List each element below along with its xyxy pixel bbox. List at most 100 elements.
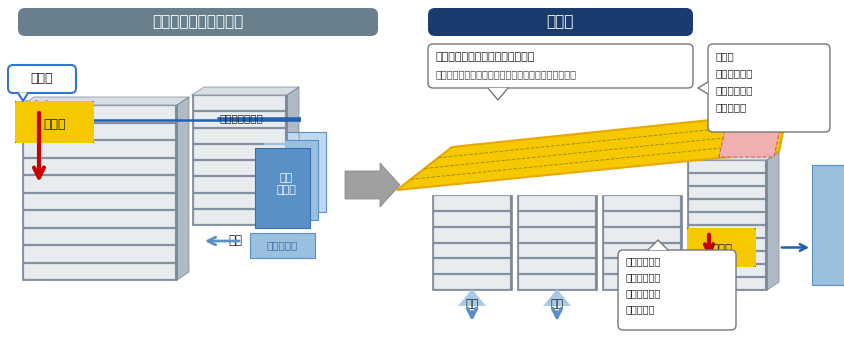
FancyBboxPatch shape (8, 65, 76, 93)
Text: 冷水または冷媒: 冷水または冷媒 (219, 113, 263, 123)
Bar (194, 177, 284, 192)
Text: 開発型: 開発型 (546, 15, 573, 29)
Bar (24, 194, 175, 209)
Bar (24, 176, 175, 192)
Bar (250, 233, 315, 258)
FancyBboxPatch shape (617, 250, 735, 330)
FancyBboxPatch shape (428, 44, 692, 88)
Bar (688, 161, 764, 172)
Text: 設置できるよ: 設置できるよ (625, 272, 661, 282)
Bar (194, 96, 284, 110)
Bar (688, 213, 764, 224)
Bar (686, 228, 755, 267)
Bar (24, 263, 175, 279)
Text: 受熱部: 受熱部 (43, 118, 66, 131)
Bar (688, 174, 764, 185)
FancyBboxPatch shape (686, 228, 755, 267)
Bar (688, 187, 764, 198)
Text: 従来型（一般空調機）: 従来型（一般空調機） (152, 15, 243, 29)
Polygon shape (543, 289, 571, 306)
Text: 取付架台をラック天板上部へ設置: 取付架台をラック天板上部へ設置 (436, 52, 535, 62)
Bar (194, 210, 284, 224)
Bar (194, 194, 284, 208)
Bar (194, 145, 284, 159)
Polygon shape (287, 87, 299, 225)
FancyBboxPatch shape (15, 101, 94, 143)
Bar (517, 195, 597, 290)
Bar (22, 105, 176, 280)
Polygon shape (344, 163, 399, 207)
Text: 替えが可能: 替えが可能 (715, 102, 746, 112)
Bar (811, 165, 844, 285)
Text: 新冷媒: 新冷媒 (715, 51, 734, 61)
Text: 冷気: 冷気 (228, 235, 241, 247)
Bar (603, 259, 679, 273)
Bar (518, 259, 594, 273)
Text: フロア空調・: フロア空調・ (715, 68, 753, 78)
Text: 冷気: 冷気 (635, 299, 648, 309)
FancyBboxPatch shape (18, 8, 377, 36)
Bar (518, 212, 594, 226)
Bar (603, 212, 679, 226)
FancyBboxPatch shape (428, 8, 692, 36)
Text: 局所
空調機: 局所 空調機 (276, 173, 296, 195)
Bar (688, 278, 764, 289)
Bar (434, 228, 510, 241)
Bar (24, 211, 175, 226)
Bar (688, 226, 764, 237)
Polygon shape (686, 152, 778, 160)
Polygon shape (397, 112, 786, 190)
Bar (688, 200, 764, 211)
Bar (255, 148, 310, 228)
Bar (271, 132, 326, 212)
Polygon shape (457, 289, 485, 306)
Bar (434, 259, 510, 273)
Bar (686, 160, 766, 290)
Bar (24, 246, 175, 261)
Bar (518, 243, 594, 257)
Bar (24, 159, 175, 174)
Polygon shape (22, 97, 189, 105)
Bar (518, 275, 594, 289)
Bar (434, 196, 510, 210)
Bar (24, 141, 175, 157)
Polygon shape (697, 82, 707, 94)
Bar (603, 275, 679, 289)
Bar (434, 275, 510, 289)
Bar (431, 195, 511, 290)
Polygon shape (718, 120, 781, 157)
Bar (192, 95, 287, 225)
Text: う受熱部サイ: う受熱部サイ (625, 288, 661, 298)
Bar (194, 128, 284, 143)
Bar (518, 196, 594, 210)
Bar (434, 243, 510, 257)
Polygon shape (192, 87, 299, 95)
Polygon shape (627, 289, 655, 306)
Polygon shape (176, 97, 189, 280)
Bar (194, 112, 284, 126)
Bar (603, 243, 679, 257)
Bar (688, 252, 764, 263)
Bar (24, 106, 175, 121)
Text: 冷気: 冷気 (465, 299, 478, 309)
Bar (24, 228, 175, 244)
Text: 天吊工事が不要で天井高が低いフロアにも設置可能に: 天吊工事が不要で天井高が低いフロアにも設置可能に (436, 69, 576, 79)
Bar (688, 265, 764, 276)
Polygon shape (488, 88, 507, 100)
Text: 局所空調切り: 局所空調切り (715, 85, 753, 95)
Bar (688, 239, 764, 250)
Bar (24, 123, 175, 139)
Bar (262, 140, 317, 220)
Polygon shape (766, 152, 778, 290)
Text: 天吊り: 天吊り (30, 73, 53, 85)
Bar (603, 196, 679, 210)
Text: 受熱部: 受熱部 (710, 243, 731, 256)
Bar (15, 101, 94, 143)
Polygon shape (647, 240, 668, 250)
Bar (194, 161, 284, 175)
Bar (601, 195, 681, 290)
Text: 既設ラックに: 既設ラックに (625, 256, 661, 266)
FancyBboxPatch shape (707, 44, 829, 132)
Bar (603, 228, 679, 241)
Text: 部屋空調機: 部屋空調機 (267, 240, 298, 251)
